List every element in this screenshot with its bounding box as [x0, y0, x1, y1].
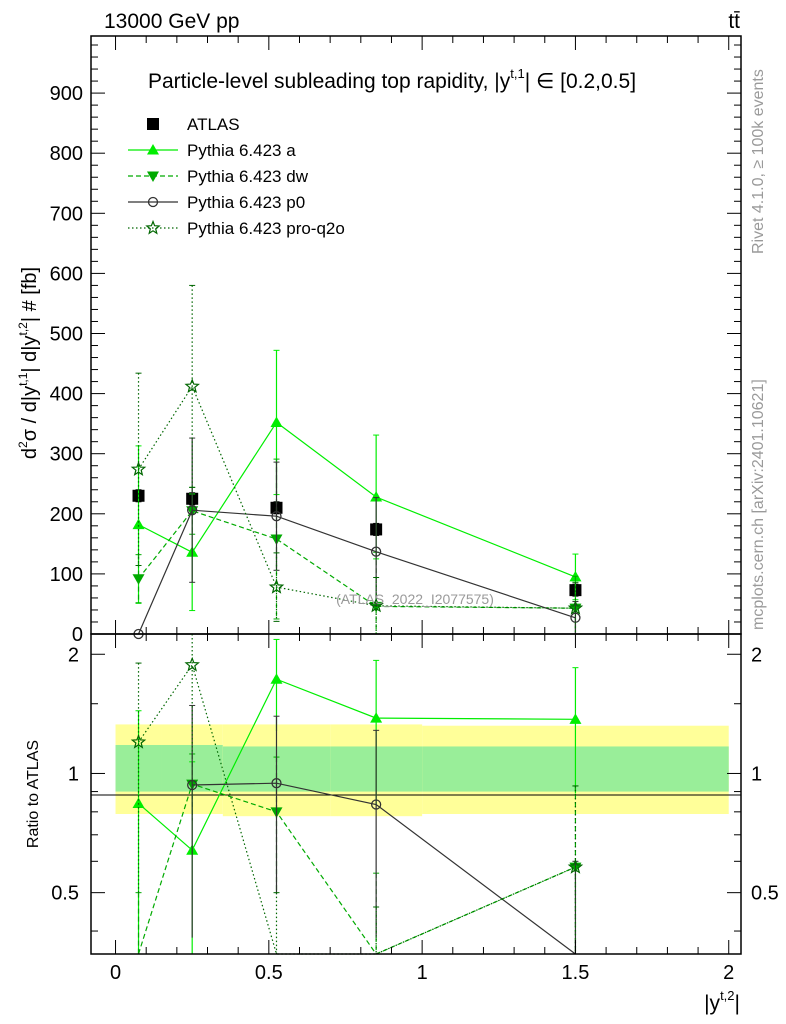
legend-entry: Pythia 6.423 pro-q2o: [128, 219, 345, 238]
main-series: [130, 284, 584, 640]
ratio-point: [270, 673, 283, 684]
legend-marker: [145, 219, 161, 235]
watermark: (ATLAS_2022_I2077575): [336, 591, 494, 607]
ratio-y-tick-label: 0.5: [51, 883, 79, 905]
ratio-panel: 0.5 0.5 1 1 2 2 0 0.5 1 1.5 2 Ratio to ATLAS |yt,2…: [25, 633, 779, 1015]
legend-label: Pythia 6.423 p0: [187, 193, 305, 212]
main-y-tick-label: 500: [50, 323, 83, 345]
legend-label: Pythia 6.423 pro-q2o: [187, 219, 345, 238]
data-point: [570, 612, 581, 623]
ratio-y-tick-label: 2: [68, 644, 79, 666]
ratio-point: [130, 733, 147, 749]
legend: ATLAS Pythia 6.423 a Pythia 6.423 dw Pythia…: [128, 115, 345, 238]
legend-marker: [147, 171, 159, 182]
ratio-y-tick-label: 1: [68, 763, 79, 785]
data-point: [130, 461, 147, 476]
x-tick-label: 1: [417, 962, 428, 984]
x-axis-label: |yt,2|: [704, 988, 740, 1015]
series-line: [137, 509, 576, 635]
data-point: [268, 578, 285, 594]
legend-entry: Pythia 6.423 a: [128, 141, 296, 160]
main-y-tick-label: 400: [50, 384, 83, 406]
legend-marker: [147, 144, 159, 155]
x-tick-label: 0: [110, 962, 121, 984]
ratio-line: [192, 782, 576, 955]
side-label-top: Rivet 4.1.0, ≥ 100k events: [750, 69, 767, 254]
data-point: [370, 601, 383, 613]
main-y-tick-label: 300: [50, 444, 83, 466]
series-a: [132, 349, 582, 612]
ratio-y-tick-label-right: 1: [751, 763, 762, 785]
data-point: [132, 518, 145, 530]
main-y-tick-label: 0: [72, 624, 83, 646]
data-point: [184, 378, 200, 393]
energy-label: 13000 GeV pp: [104, 10, 239, 33]
ratio-point: [370, 712, 383, 723]
main-y-tick-label: 700: [50, 203, 83, 225]
ratio-y-tick-label-right: 2: [751, 644, 762, 666]
legend-marker: [147, 118, 159, 130]
legend-label: Pythia 6.423 dw: [187, 167, 309, 186]
data-point: [370, 546, 382, 557]
ratio-frame: [90, 633, 742, 955]
side-label-bottom: mcplots.cern.ch [arXiv:2401.10621]: [750, 379, 767, 630]
ratio-point: [567, 858, 584, 874]
main-y-tick-label: 800: [50, 143, 83, 165]
main-y-tick-label: 600: [50, 263, 83, 285]
ratio-y-tick-label-right: 0.5: [751, 883, 779, 905]
ratio-point: [187, 779, 198, 791]
ratio-point: [132, 797, 145, 808]
ratio-y-axis-label: Ratio to ATLAS: [25, 740, 42, 848]
data-point: [368, 597, 384, 613]
series-pro: [130, 284, 584, 635]
ratio-point: [370, 799, 382, 810]
main-title: Particle-level subleading top rapidity, …: [148, 66, 636, 93]
data-point: [271, 511, 282, 522]
process-label: tt̄: [728, 10, 740, 33]
data-point: [132, 574, 145, 585]
main-panel: 0 100 200 300 400 500 600 700 800 900 (ATLAS_2022…: [16, 35, 742, 646]
legend-marker: [147, 196, 159, 208]
ratio-series-pro: [130, 633, 584, 955]
ratio-point: [184, 656, 200, 672]
series-dw: [132, 458, 582, 635]
x-tick-label: 1.5: [562, 962, 590, 984]
legend-label: Pythia 6.423 a: [187, 141, 296, 160]
data-point: [270, 416, 283, 427]
ratio-series: [130, 633, 584, 955]
series-data: [132, 489, 582, 597]
ratio-ticks: 0.5 0.5 1 1 2 2 0 0.5 1 1.5 2: [51, 634, 779, 984]
data-point: [370, 490, 383, 502]
legend-entry: Pythia 6.423 dw: [128, 167, 309, 186]
legend-entry: Pythia 6.423 p0: [128, 193, 305, 212]
series-p0: [133, 437, 581, 640]
main-y-ticks: 0 100 200 300 400 500 600 700 800 900: [50, 36, 741, 646]
main-y-tick-label: 200: [50, 504, 83, 526]
series-line: [138, 421, 576, 578]
data-point: [567, 600, 584, 615]
main-y-tick-label: 900: [50, 83, 83, 105]
main-y-tick-label: 100: [50, 564, 83, 586]
ratio-point: [271, 778, 282, 789]
data-point: [187, 505, 198, 516]
x-tick-label: 0.5: [255, 962, 283, 984]
x-tick-label: 2: [723, 962, 734, 984]
main-y-axis-label: d2σ / d|yt,1| d|yt,2| # [fb]: [16, 267, 41, 459]
series-line: [137, 385, 576, 609]
ratio-bands: [115, 724, 729, 817]
legend-label: ATLAS: [187, 115, 240, 134]
legend-entry: ATLAS: [147, 115, 240, 134]
ratio-point: [569, 713, 582, 724]
